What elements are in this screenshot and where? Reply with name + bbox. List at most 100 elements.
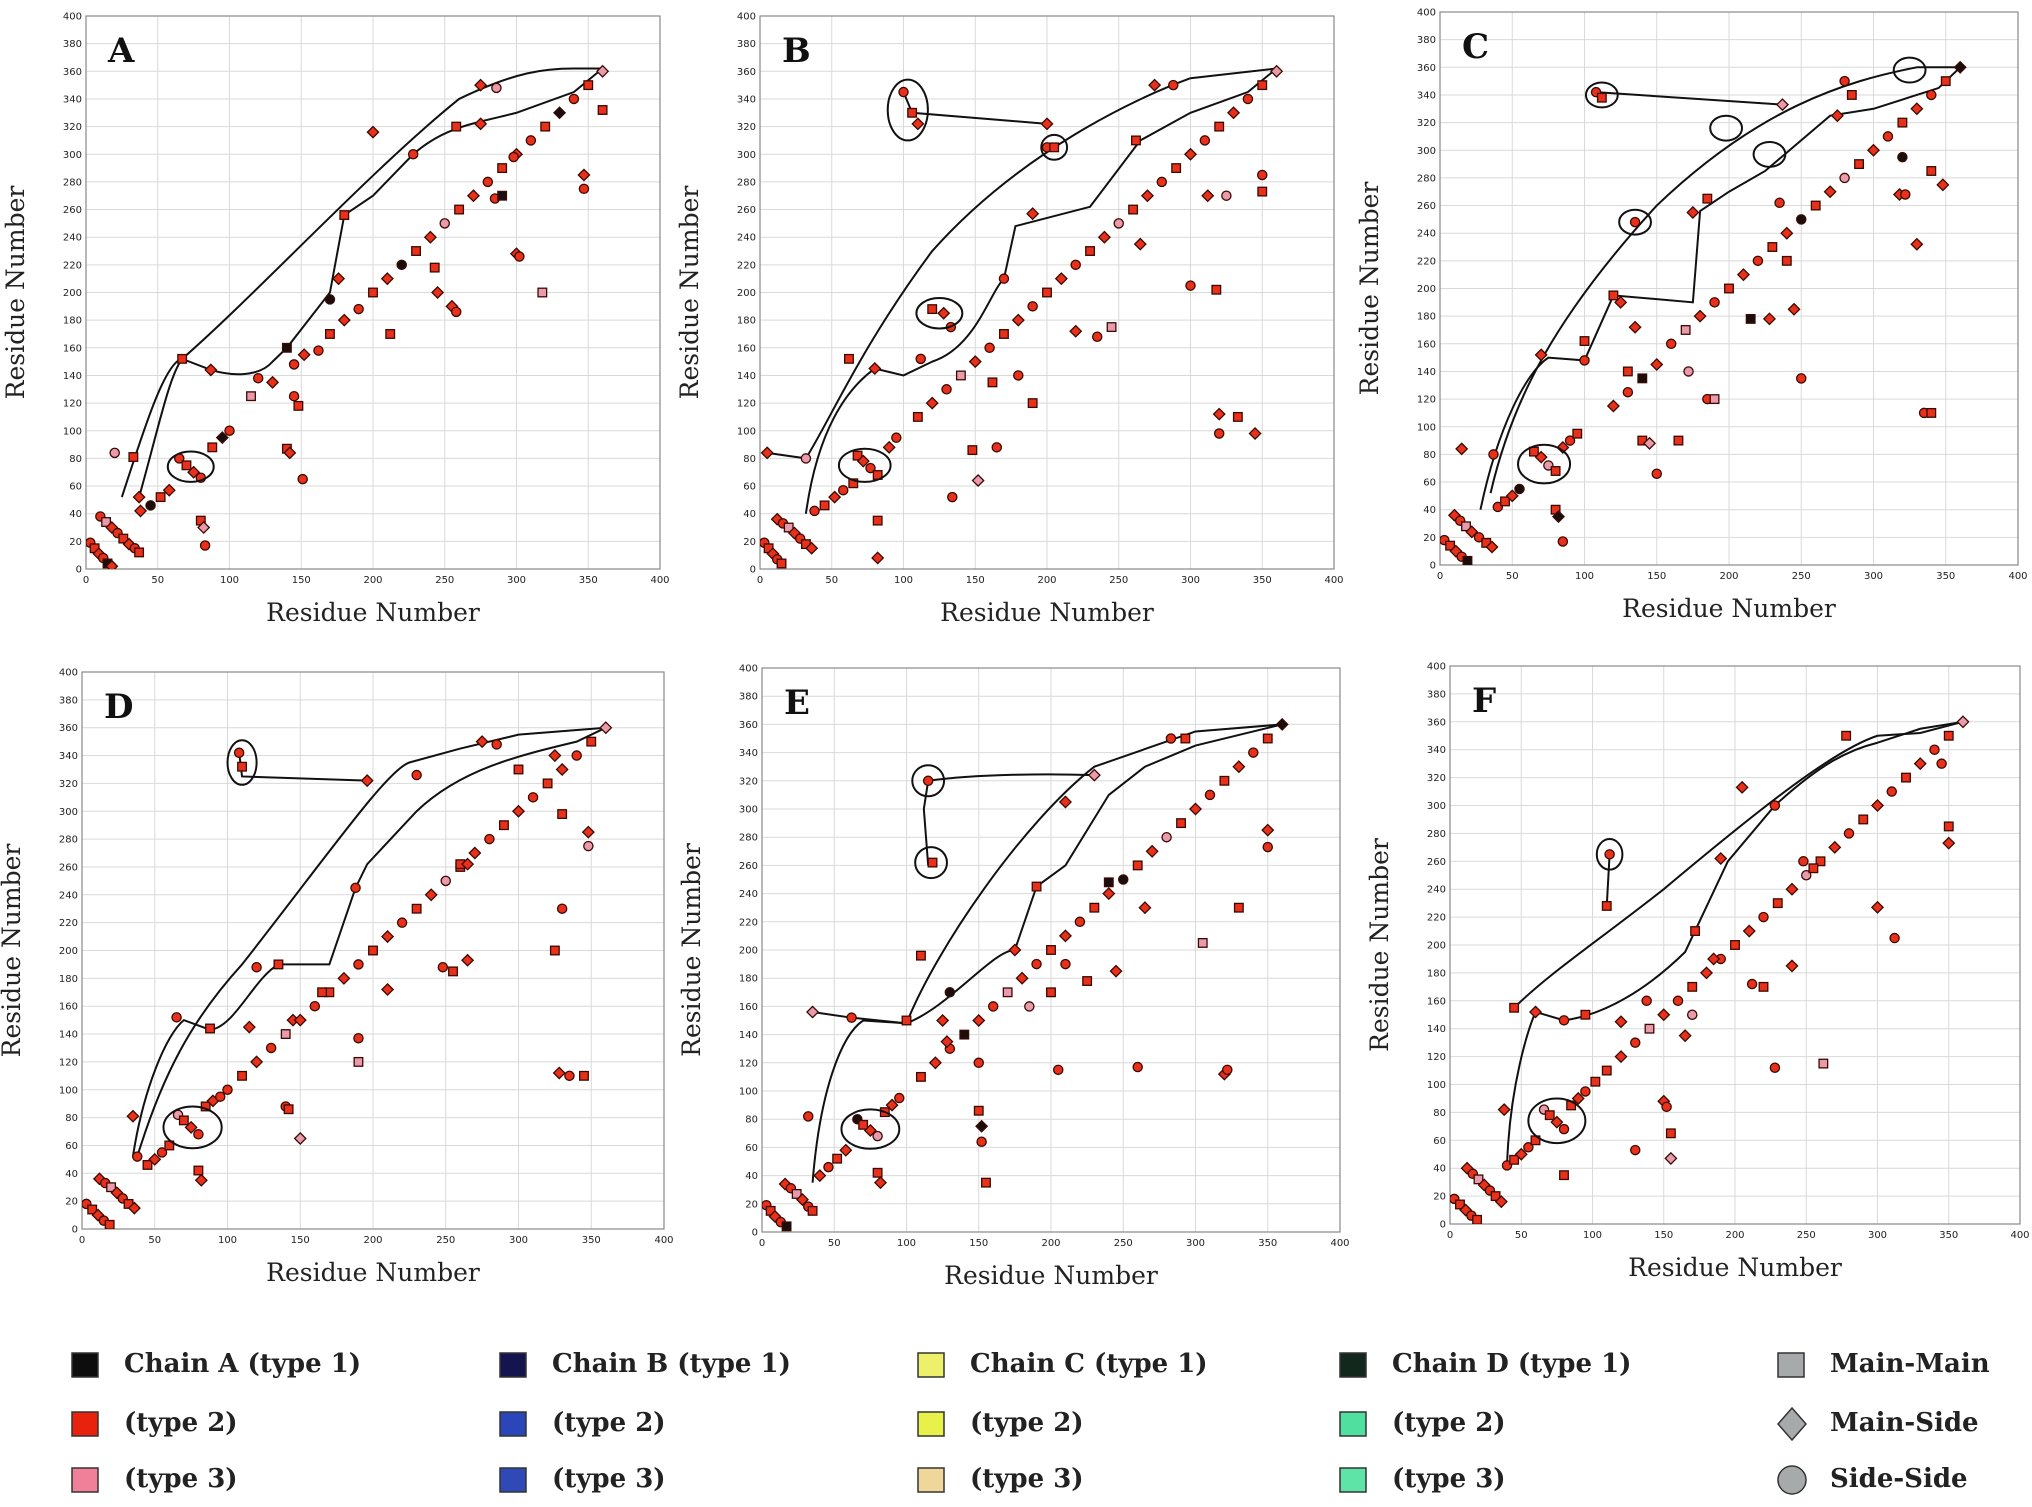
legend-item: (type 3) bbox=[499, 1464, 666, 1494]
data-point bbox=[381, 930, 395, 944]
x-tick-label: 250 bbox=[1792, 571, 1811, 582]
highlight-ring bbox=[166, 450, 215, 483]
data-point bbox=[1015, 971, 1029, 985]
data-point bbox=[134, 504, 148, 518]
data-point bbox=[1131, 135, 1141, 146]
data-point bbox=[1900, 189, 1911, 200]
data-point bbox=[1870, 798, 1885, 813]
y-tick-label: 80 bbox=[65, 1113, 78, 1124]
x-tick-label: 350 bbox=[1939, 1230, 1958, 1241]
data-point bbox=[1815, 856, 1826, 867]
data-point bbox=[940, 1035, 954, 1049]
data-layer bbox=[762, 717, 1289, 1232]
data-point bbox=[976, 1136, 987, 1148]
plot-frame bbox=[1449, 665, 2021, 1225]
data-point bbox=[1775, 98, 1789, 112]
y-tick-label: 260 bbox=[737, 205, 756, 216]
y-tick-label: 320 bbox=[1427, 773, 1446, 784]
data-point bbox=[1514, 483, 1525, 495]
data-point bbox=[448, 966, 458, 977]
data-point bbox=[1774, 197, 1785, 209]
data-point bbox=[1614, 1050, 1628, 1064]
data-point bbox=[118, 533, 129, 544]
data-point bbox=[1796, 214, 1807, 225]
data-point bbox=[1823, 185, 1837, 199]
y-tick-label: 180 bbox=[1417, 312, 1436, 323]
data-point bbox=[1769, 1062, 1781, 1074]
data-point bbox=[1106, 322, 1117, 333]
legend-item: Chain C (type 1) bbox=[917, 1349, 1208, 1379]
legend-item: (type 2) bbox=[71, 1408, 238, 1438]
data-point bbox=[1714, 851, 1728, 866]
y-tick-label: 100 bbox=[739, 1087, 758, 1098]
data-point bbox=[1630, 1144, 1641, 1156]
data-point bbox=[944, 987, 956, 998]
legend-swatch bbox=[499, 1352, 527, 1378]
data-point bbox=[1550, 1115, 1564, 1129]
data-point bbox=[491, 739, 502, 750]
data-point bbox=[937, 306, 951, 320]
panels: 0 50 100 150 200 250 300 350 4000204060801001201… bbox=[0, 8, 2030, 1291]
data-point bbox=[809, 505, 820, 517]
data-point bbox=[1886, 786, 1898, 797]
data-point bbox=[1211, 284, 1222, 295]
highlight-ring bbox=[914, 846, 948, 880]
trace-curve bbox=[1607, 854, 1610, 906]
data-point bbox=[911, 117, 925, 131]
data-point bbox=[1690, 926, 1701, 937]
data-point bbox=[1204, 789, 1216, 801]
data-point bbox=[1227, 106, 1241, 120]
data-point bbox=[87, 1204, 98, 1215]
data-point bbox=[105, 559, 119, 569]
y-tick-label: 0 bbox=[752, 1228, 758, 1239]
data-point bbox=[508, 151, 519, 163]
panel-d: 0 50 100 150 200 250 300 350 400 0 20 40 60 80 100 120 1… bbox=[0, 668, 674, 1288]
data-point bbox=[1509, 1002, 1520, 1013]
data-point bbox=[293, 1131, 307, 1146]
data-point bbox=[1942, 836, 1956, 850]
y-tick-label: 280 bbox=[1427, 829, 1446, 840]
data-point bbox=[1798, 856, 1809, 867]
data-point bbox=[368, 945, 378, 956]
data-point bbox=[1040, 117, 1054, 131]
panel-e: 0 50 100 150 200 250 300 350 400 0 20 40 60 80 100 120 1… bbox=[677, 664, 1350, 1291]
y-tick-label: 120 bbox=[737, 399, 756, 410]
data-layer bbox=[760, 64, 1284, 569]
y-tick-label: 320 bbox=[59, 779, 78, 790]
data-point bbox=[439, 218, 450, 229]
y-tick-label: 340 bbox=[737, 94, 756, 105]
data-point bbox=[1742, 924, 1756, 938]
data-point bbox=[283, 1104, 294, 1115]
data-point bbox=[1772, 898, 1783, 909]
data-point bbox=[1551, 510, 1566, 524]
data-point bbox=[1212, 407, 1226, 421]
y-tick-label: 140 bbox=[1417, 367, 1436, 378]
data-point bbox=[1913, 757, 1927, 771]
data-point bbox=[916, 950, 926, 961]
data-point bbox=[1171, 163, 1182, 174]
data-point bbox=[885, 1098, 899, 1112]
y-tick-label: 360 bbox=[1427, 717, 1446, 728]
data-point bbox=[1709, 394, 1720, 405]
data-point bbox=[1882, 131, 1894, 142]
data-point bbox=[1248, 426, 1262, 441]
highlight-ring bbox=[911, 764, 946, 798]
x-tick-label: 100 bbox=[1575, 571, 1594, 582]
data-point bbox=[1661, 1101, 1672, 1113]
data-point bbox=[800, 453, 812, 464]
data-point bbox=[553, 106, 567, 120]
data-point bbox=[1459, 1203, 1473, 1217]
legend-label: Chain C (type 1) bbox=[970, 1349, 1208, 1379]
data-point bbox=[1796, 373, 1807, 384]
legend-item: (type 3) bbox=[1339, 1464, 1506, 1494]
data-point bbox=[1556, 440, 1570, 455]
y-axis-title: Residue Number bbox=[0, 844, 26, 1058]
data-point bbox=[901, 1015, 912, 1026]
data-point bbox=[1758, 911, 1769, 923]
trace-curves bbox=[122, 69, 603, 498]
data-point bbox=[1221, 190, 1232, 201]
data-point bbox=[237, 1070, 248, 1081]
x-tick-label: 350 bbox=[582, 1235, 601, 1246]
legend-swatch bbox=[917, 1352, 945, 1378]
data-point bbox=[1683, 366, 1694, 377]
